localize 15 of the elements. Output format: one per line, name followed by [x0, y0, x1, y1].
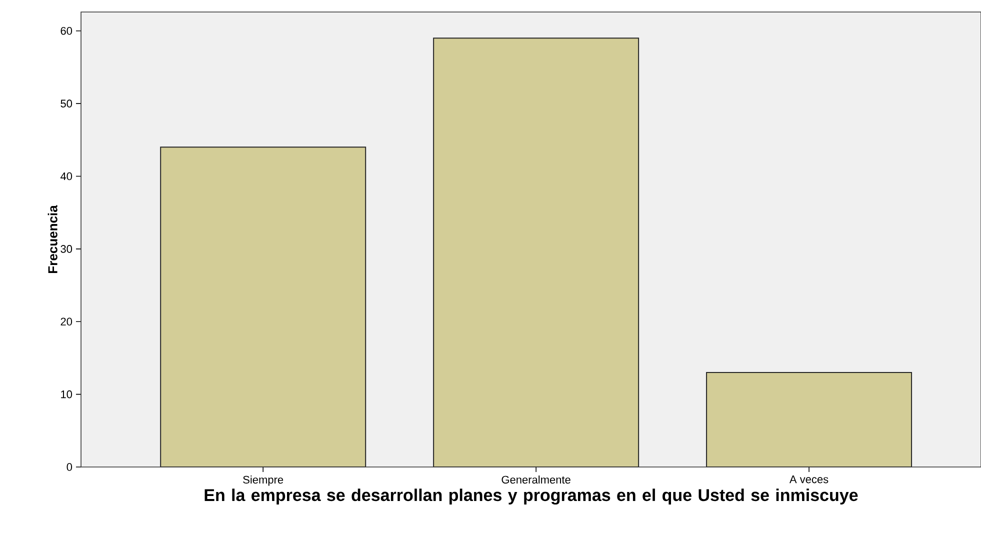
x-tick-label: Siempre — [243, 476, 284, 486]
y-tick-label: 40 — [60, 172, 72, 180]
y-tick-label: 50 — [60, 100, 72, 108]
y-axis-title: Frecuencia — [48, 205, 58, 273]
y-tick-label: 0 — [66, 463, 72, 471]
bar — [706, 372, 912, 467]
x-tick-label: Generalmente — [502, 476, 570, 484]
x-axis-title: En la empresa se desarrollan planes y programas en el que Usted se inmiscuye — [204, 488, 858, 505]
bar — [433, 38, 640, 467]
y-tick-label: 60 — [60, 27, 72, 35]
x-tick-label: A veces — [789, 476, 828, 484]
y-tick-label: 20 — [60, 318, 72, 326]
bar — [160, 147, 366, 467]
y-tick-label: 10 — [61, 390, 72, 398]
y-tick-label: 30 — [60, 245, 72, 253]
